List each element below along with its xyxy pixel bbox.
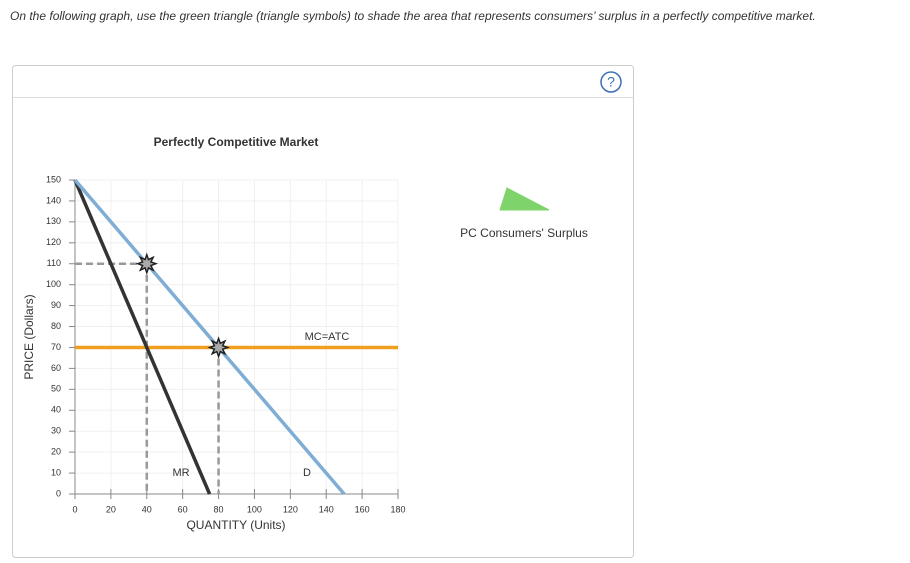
series-line [73,178,346,496]
legend-label[interactable]: PC Consumers' Surplus [460,226,588,240]
x-tick-label: 120 [283,504,298,514]
panel [12,65,634,558]
y-tick-label: 80 [51,321,61,331]
help-button-label[interactable]: ? [607,74,615,90]
x-tick-label: 40 [142,504,152,514]
y-tick-label: 60 [51,363,61,373]
instruction: On the following graph, use the green tr… [10,9,816,23]
y-tick-label: 140 [46,195,61,205]
x-tick-label: 100 [247,504,262,514]
x-tick-label: 0 [72,504,77,514]
series-label: MR [172,467,189,479]
x-axis-label: QUANTITY (Units) [186,518,285,532]
y-tick-label: 20 [51,447,61,457]
series-line [73,179,212,495]
y-tick-label: 100 [46,279,61,289]
y-tick-label: 150 [46,174,61,184]
series-label: MC=ATC [305,331,350,343]
x-tick-label: 180 [390,504,405,514]
x-tick-label: 160 [355,504,370,514]
x-tick-label: 20 [106,504,116,514]
y-tick-label: 130 [46,216,61,226]
y-tick-label: 0 [56,488,61,498]
y-axis-label: PRICE (Dollars) [22,294,36,379]
y-tick-label: 120 [46,237,61,247]
y-tick-label: 70 [51,342,61,352]
legend-icon[interactable] [499,187,550,211]
point-marker [207,336,230,359]
y-tick-label: 10 [51,467,61,477]
point-marker [135,252,159,275]
y-tick-label: 90 [51,300,61,310]
x-tick-label: 60 [178,504,188,514]
y-tick-label: 110 [47,258,61,268]
chart-title: Perfectly Competitive Market [154,135,319,149]
y-tick-label: 30 [51,426,61,436]
help-button[interactable] [600,71,622,93]
y-tick-label: 40 [51,405,61,415]
x-tick-label: 140 [319,504,334,514]
y-tick-label: 50 [51,384,61,394]
x-tick-label: 80 [214,504,224,514]
series-label: D [303,467,311,479]
